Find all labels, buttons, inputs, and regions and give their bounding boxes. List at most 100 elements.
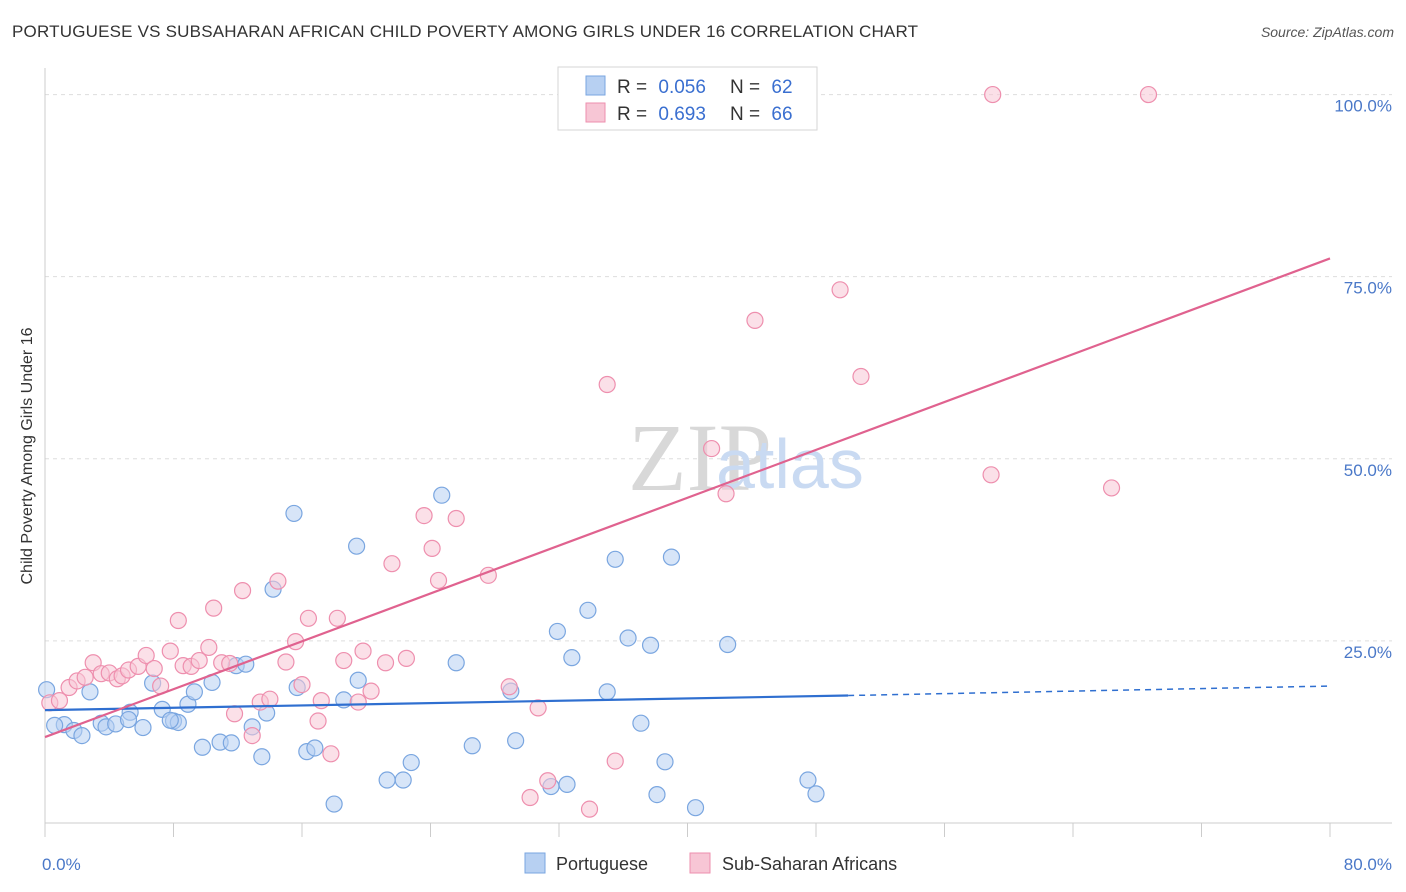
subsaharan-point-59	[831, 281, 849, 299]
legend-n-label-1: N =	[730, 77, 765, 98]
subsaharan-point-41	[376, 654, 395, 672]
portuguese-point-51	[632, 714, 650, 732]
watermark-atlas: atlas	[716, 425, 864, 503]
watermark: ZIP atlas	[628, 404, 864, 511]
portuguese-point-36	[394, 771, 412, 789]
y-tick-label-0: 100.0%	[1334, 97, 1392, 116]
portuguese-point-50	[619, 629, 637, 647]
subsaharan-point-28	[261, 690, 279, 708]
subsaharan-point-64	[1139, 85, 1158, 104]
portuguese-point-57	[719, 635, 737, 654]
subsaharan-point-52	[539, 772, 557, 790]
portuguese-point-37	[402, 753, 420, 772]
legend-r-value-2: 0.693	[658, 104, 706, 125]
subsaharan-point-43	[397, 649, 416, 667]
subsaharan-point-26	[243, 726, 261, 745]
portuguese-point-30	[306, 739, 324, 757]
trend-line-portuguese	[44, 694, 849, 712]
legend-swatch-portuguese	[585, 75, 606, 96]
legend-r-label-1: R =	[617, 77, 652, 98]
subsaharan-point-42	[383, 555, 401, 573]
portuguese-point-59	[807, 785, 825, 803]
portuguese-point-46	[563, 649, 581, 667]
series-portuguese-points	[38, 486, 825, 817]
subsaharan-point-21	[205, 599, 223, 617]
subsaharan-point-25	[233, 582, 252, 600]
subsaharan-point-19	[190, 651, 208, 670]
legend-swatch-subsaharan	[585, 102, 606, 123]
subsaharan-point-55	[606, 752, 624, 770]
portuguese-point-40	[463, 737, 481, 755]
portuguese-point-48	[598, 683, 616, 701]
legend-r-value-1: 0.056	[658, 77, 706, 98]
subsaharan-point-13	[145, 659, 163, 678]
portuguese-point-16	[185, 683, 203, 701]
trend-line-subsaharan	[44, 257, 1331, 739]
subsaharan-point-20	[200, 638, 218, 657]
subsaharan-point-35	[322, 745, 340, 763]
portuguese-point-27	[285, 504, 303, 523]
subsaharan-point-56	[702, 439, 721, 458]
subsaharan-point-58	[746, 311, 764, 329]
chart-title: PORTUGUESE VS SUBSAHARAN AFRICAN CHILD P…	[12, 22, 919, 41]
legend-n-label-2: N =	[730, 104, 765, 125]
portuguese-point-3	[73, 726, 91, 745]
y-axis-title: Child Poverty Among Girls Under 16	[19, 327, 36, 584]
x-tick-label-1: 80.0%	[1344, 855, 1392, 874]
subsaharan-point-29	[269, 572, 287, 590]
x-tick-label-0: 0.0%	[42, 855, 81, 874]
series-subsaharan-points	[41, 85, 1158, 818]
subsaharan-point-32	[293, 675, 311, 694]
portuguese-point-10	[134, 718, 152, 737]
portuguese-point-20	[222, 734, 240, 752]
portuguese-point-58	[799, 771, 817, 789]
subsaharan-point-63	[1102, 479, 1121, 497]
portuguese-point-39	[447, 654, 465, 672]
subsaharan-point-12	[137, 646, 155, 665]
portuguese-point-54	[656, 753, 674, 771]
subsaharan-point-39	[354, 642, 372, 660]
tick-labels: 100.0% 75.0% 50.0% 25.0% 0.0% 80.0%	[42, 97, 1392, 874]
portuguese-point-44	[548, 622, 566, 641]
bottom-legend-label-subsaharan: Sub-Saharan Africans	[722, 854, 897, 874]
bottom-legend-label-portuguese: Portuguese	[556, 854, 648, 874]
subsaharan-point-15	[161, 642, 179, 660]
subsaharan-point-40	[362, 682, 380, 700]
portuguese-point-38	[433, 486, 451, 504]
subsaharan-point-65	[309, 712, 327, 730]
subsaharan-point-62	[984, 85, 1002, 104]
subsaharan-point-24	[225, 705, 244, 723]
portuguese-point-31	[325, 795, 343, 813]
subsaharan-point-50	[521, 788, 539, 807]
subsaharan-point-4	[76, 668, 94, 686]
subsaharan-point-57	[717, 485, 735, 503]
subsaharan-point-60	[852, 367, 870, 386]
portuguese-point-4	[81, 683, 99, 701]
subsaharan-point-51	[529, 699, 547, 717]
y-tick-label-3: 25.0%	[1344, 643, 1392, 662]
portuguese-point-52	[641, 636, 660, 654]
subsaharan-point-44	[415, 507, 433, 525]
series-legend: Portuguese Sub-Saharan Africans	[524, 852, 897, 874]
subsaharan-point-45	[423, 539, 441, 557]
y-tick-label-2: 50.0%	[1344, 461, 1392, 480]
portuguese-point-56	[686, 799, 705, 817]
portuguese-point-9	[119, 710, 138, 729]
trend-lines	[44, 257, 1331, 739]
portuguese-point-47	[579, 601, 597, 619]
portuguese-point-42	[507, 732, 525, 750]
portuguese-point-61	[161, 711, 179, 729]
portuguese-point-33	[348, 537, 366, 555]
portuguese-point-49	[606, 550, 624, 568]
subsaharan-point-61	[982, 466, 1000, 484]
subsaharan-point-53	[580, 800, 599, 818]
subsaharan-point-38	[349, 693, 367, 711]
legend-r-label-2: R =	[617, 104, 652, 125]
subsaharan-point-37	[335, 651, 353, 670]
legend-row2-n: N = 66	[730, 104, 793, 125]
y-tick-label-1: 75.0%	[1344, 279, 1392, 298]
subsaharan-point-33	[299, 609, 318, 627]
grid-lines	[45, 94, 1392, 642]
portuguese-point-55	[662, 548, 681, 566]
legend-row1-n: N = 62	[730, 77, 793, 98]
